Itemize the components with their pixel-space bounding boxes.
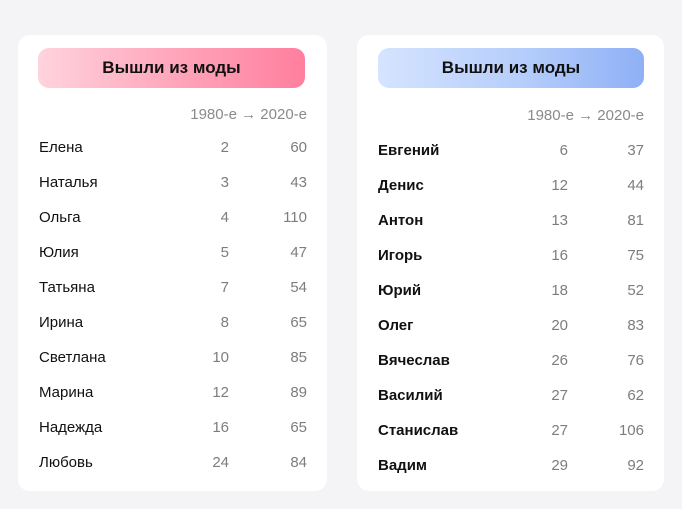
rank-2020: 65: [290, 314, 307, 331]
rank-1980: 16: [212, 419, 229, 436]
name-label: Татьяна: [39, 279, 95, 296]
name-label: Марина: [39, 384, 94, 401]
name-label: Ольга: [39, 209, 81, 226]
name-label: Антон: [378, 212, 424, 229]
name-label: Василий: [378, 387, 443, 404]
rank-2020: 75: [627, 247, 644, 264]
rank-1980: 26: [551, 352, 568, 369]
list-item: Вячеслав 26 76: [357, 344, 664, 379]
name-label: Вячеслав: [378, 352, 450, 369]
rank-2020: 44: [627, 177, 644, 194]
name-label: Юлия: [39, 244, 79, 261]
name-label: Светлана: [39, 349, 106, 366]
rank-2020: 76: [627, 352, 644, 369]
rank-2020: 85: [290, 349, 307, 366]
list-item: Василий 27 62: [357, 379, 664, 414]
female-card-title: Вышли из моды: [38, 48, 305, 88]
list-item: Олег 20 83: [357, 309, 664, 344]
name-label: Любовь: [39, 454, 93, 471]
rank-1980: 12: [551, 177, 568, 194]
rank-1980: 24: [212, 454, 229, 471]
name-label: Юрий: [378, 282, 422, 299]
rank-1980: 13: [551, 212, 568, 229]
rank-2020: 89: [290, 384, 307, 401]
rank-1980: 3: [220, 174, 229, 191]
list-item: Юлия 5 47: [18, 236, 327, 271]
rank-2020: 54: [290, 279, 307, 296]
list-item: Вадим 29 92: [357, 449, 664, 484]
rank-2020: 106: [618, 422, 644, 439]
list-item: Елена 2 60: [18, 131, 327, 166]
rank-1980: 10: [212, 349, 229, 366]
male-card-title: Вышли из моды: [378, 48, 644, 88]
list-item: Ольга 4 110: [18, 201, 327, 236]
name-label: Игорь: [378, 247, 423, 264]
rank-1980: 7: [220, 279, 229, 296]
rank-1980: 2: [220, 139, 229, 156]
list-item: Юрий 18 52: [357, 274, 664, 309]
rank-1980: 4: [220, 209, 229, 226]
name-label: Денис: [378, 177, 424, 194]
female-card-decade-header: 1980-е → 2020-е: [190, 106, 307, 123]
male-names-list: Евгений 6 37 Денис 12 44 Антон 13 81 Иго…: [357, 134, 664, 484]
name-label: Станислав: [378, 422, 459, 439]
rank-2020: 62: [627, 387, 644, 404]
female-names-list: Елена 2 60 Наталья 3 43 Ольга 4 110 Юлия…: [18, 131, 327, 481]
list-item: Татьяна 7 54: [18, 271, 327, 306]
male-card-decade-header: 1980-е → 2020-е: [527, 107, 644, 124]
name-label: Ирина: [39, 314, 84, 331]
rank-1980: 5: [220, 244, 229, 261]
rank-1980: 16: [551, 247, 568, 264]
list-item: Евгений 6 37: [357, 134, 664, 169]
list-item: Светлана 10 85: [18, 341, 327, 376]
rank-2020: 52: [627, 282, 644, 299]
rank-1980: 27: [551, 387, 568, 404]
rank-1980: 27: [551, 422, 568, 439]
name-label: Олег: [378, 317, 414, 334]
rank-2020: 84: [290, 454, 307, 471]
list-item: Денис 12 44: [357, 169, 664, 204]
female-names-card: Вышли из моды 1980-е → 2020-е Елена 2 60…: [18, 35, 327, 491]
rank-2020: 65: [290, 419, 307, 436]
list-item: Любовь 24 84: [18, 446, 327, 481]
list-item: Антон 13 81: [357, 204, 664, 239]
list-item: Наталья 3 43: [18, 166, 327, 201]
name-label: Вадим: [378, 457, 428, 474]
name-label: Наталья: [39, 174, 98, 191]
name-label: Евгений: [378, 142, 440, 159]
rank-2020: 92: [627, 457, 644, 474]
list-item: Игорь 16 75: [357, 239, 664, 274]
list-item: Станислав 27 106: [357, 414, 664, 449]
name-label: Елена: [39, 139, 83, 156]
rank-1980: 8: [220, 314, 229, 331]
name-label: Надежда: [39, 419, 103, 436]
rank-1980: 12: [212, 384, 229, 401]
list-item: Надежда 16 65: [18, 411, 327, 446]
rank-2020: 83: [627, 317, 644, 334]
rank-2020: 81: [627, 212, 644, 229]
list-item: Ирина 8 65: [18, 306, 327, 341]
rank-1980: 18: [551, 282, 568, 299]
rank-1980: 6: [559, 142, 568, 159]
rank-2020: 37: [627, 142, 644, 159]
rank-2020: 43: [290, 174, 307, 191]
rank-1980: 29: [551, 457, 568, 474]
rank-2020: 60: [290, 139, 307, 156]
list-item: Марина 12 89: [18, 376, 327, 411]
rank-2020: 110: [283, 209, 307, 226]
rank-2020: 47: [290, 244, 307, 261]
rank-1980: 20: [551, 317, 568, 334]
male-names-card: Вышли из моды 1980-е → 2020-е Евгений 6 …: [357, 35, 664, 491]
